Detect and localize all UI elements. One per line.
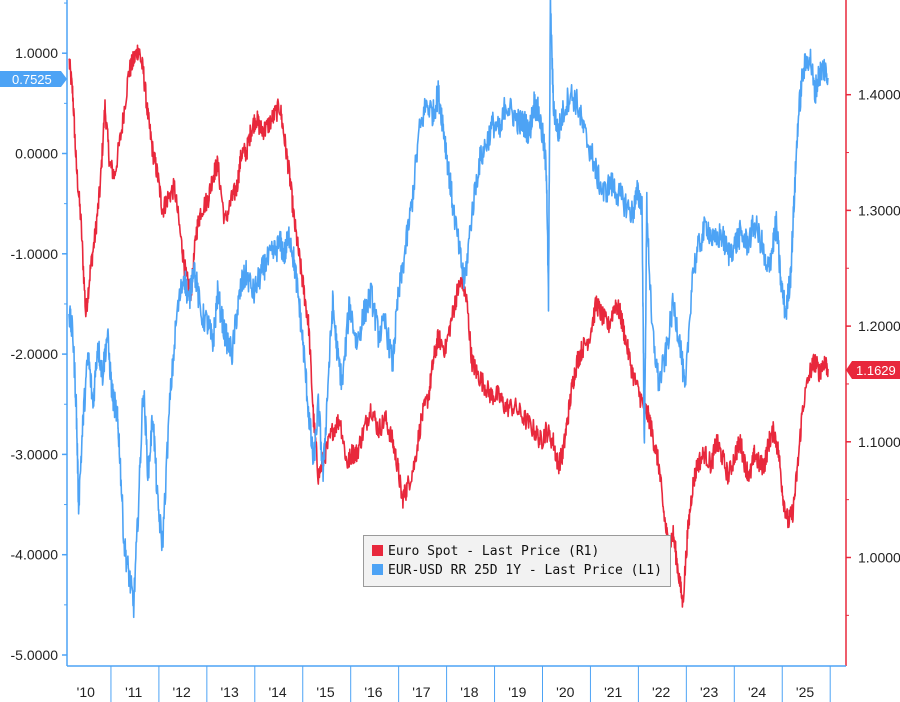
rr-25d-series [68,0,829,619]
x-tick-label: '17 [412,684,430,700]
right-tick-label: 1.2000 [858,318,900,334]
x-tick-label: '11 [125,684,142,700]
left-tick-label: -2.0000 [11,346,59,362]
legend-item-euro-spot: Euro Spot - Last Price (R1) [372,543,599,561]
legend-item-rr-25d: EUR-USD RR 25D 1Y - Last Price (L1) [372,562,662,580]
x-tick-label: '10 [77,684,95,700]
x-tick-separators [110,666,831,702]
euro-spot-line [68,44,829,608]
left-tick-label: -3.0000 [11,446,59,462]
right-tick-label: 1.0000 [858,550,900,566]
x-tick-label: '15 [316,684,334,700]
right-tick-label: 1.1000 [858,434,900,450]
legend-swatch-rr-25d [372,564,383,575]
x-tick-label: '21 [604,684,622,700]
x-tick-label: '20 [556,684,574,700]
legend-label-rr-25d: EUR-USD RR 25D 1Y - Last Price (L1) [388,563,662,578]
legend-swatch-euro-spot [372,545,383,556]
x-tick-label: '25 [796,684,814,700]
x-tick-label: '19 [508,684,526,700]
x-tick-label: '18 [460,684,478,700]
right-tick-label: 1.3000 [858,202,900,218]
right-tag-shape [846,361,900,379]
rr-25d-line [68,0,829,619]
x-tick-label: '16 [364,684,382,700]
right-axis-ticks: 1.4000 1.3000 1.2000 1.1000 1.0000 [846,87,900,616]
left-tick-label: -1.0000 [11,246,59,262]
x-tick-label: '12 [173,684,191,700]
left-last-value-tag: 0.7525 [0,71,67,87]
left-tick-label: 0.0000 [15,146,58,162]
right-tag-label: 1.1629 [856,363,896,378]
legend: Euro Spot - Last Price (R1) EUR-USD RR 2… [363,535,671,587]
euro-spot-series [68,44,829,608]
x-tick-label: '14 [268,684,286,700]
x-tick-label: '23 [700,684,718,700]
left-tick-label: -4.0000 [11,547,59,563]
x-tick-label: '22 [652,684,670,700]
left-tag-label: 0.7525 [12,72,52,87]
right-last-value-tag: 1.1629 [846,361,900,379]
right-tick-label: 1.4000 [858,87,900,103]
left-tag-shape [0,71,67,87]
legend-label-euro-spot: Euro Spot - Last Price (R1) [388,544,600,559]
left-tick-label: 1.0000 [15,45,58,61]
left-axis-ticks: 1.0000 0.0000 -1.0000 -2.0000 -3.0000 -4.0000… [11,2,67,663]
x-tick-label: '24 [748,684,766,700]
x-axis-ticks: '10 '11 '12 '13 '14 '15 '16 '17 '18 '19 '20 '21 '22 '… [77,684,815,700]
left-tick-label: -5.0000 [11,647,59,663]
x-tick-label: '13 [221,684,239,700]
